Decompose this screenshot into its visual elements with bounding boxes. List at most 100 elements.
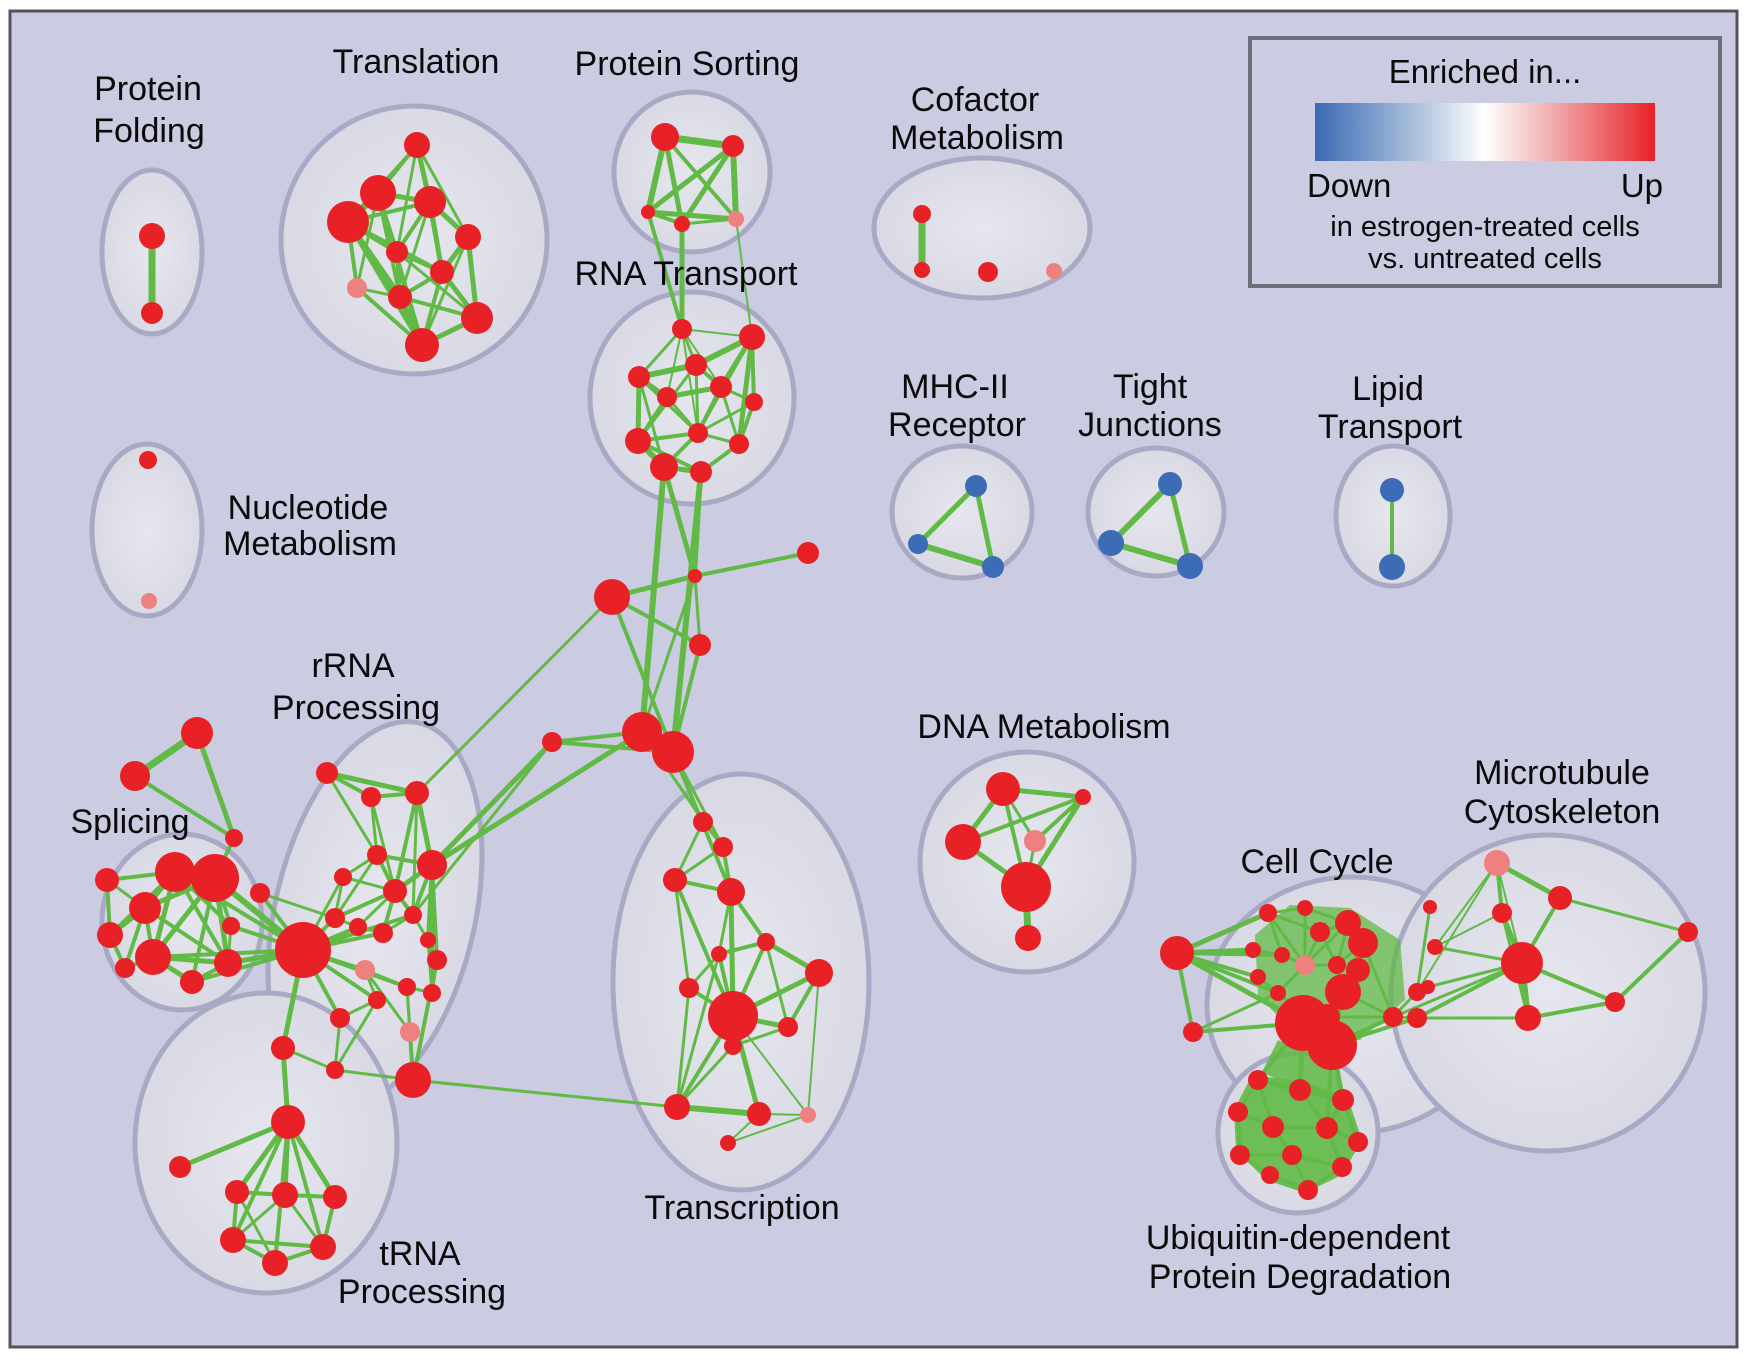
gene-set-node[interactable]: [1605, 992, 1625, 1012]
gene-set-node[interactable]: [361, 787, 381, 807]
gene-set-node[interactable]: [729, 434, 749, 454]
gene-set-node[interactable]: [386, 241, 408, 263]
gene-set-node[interactable]: [708, 991, 758, 1041]
gene-set-node[interactable]: [1289, 1079, 1311, 1101]
gene-set-node[interactable]: [664, 1094, 690, 1120]
gene-set-node[interactable]: [1332, 1157, 1352, 1177]
gene-set-node[interactable]: [1427, 939, 1443, 955]
gene-set-node[interactable]: [1407, 1008, 1427, 1028]
gene-set-node[interactable]: [395, 1062, 431, 1098]
gene-set-node[interactable]: [141, 593, 157, 609]
gene-set-node[interactable]: [913, 205, 931, 223]
gene-set-node[interactable]: [690, 461, 712, 483]
gene-set-node[interactable]: [214, 949, 242, 977]
gene-set-node[interactable]: [1248, 1070, 1268, 1090]
gene-set-node[interactable]: [1160, 936, 1194, 970]
gene-set-node[interactable]: [688, 423, 708, 443]
gene-set-node[interactable]: [800, 1107, 816, 1123]
gene-set-node[interactable]: [1075, 789, 1091, 805]
gene-set-node[interactable]: [271, 1036, 295, 1060]
gene-set-node[interactable]: [1515, 1005, 1541, 1031]
gene-set-node[interactable]: [1230, 1145, 1250, 1165]
gene-set-node[interactable]: [427, 950, 447, 970]
gene-set-node[interactable]: [693, 812, 713, 832]
gene-set-node[interactable]: [724, 1037, 742, 1055]
gene-set-node[interactable]: [711, 946, 727, 962]
gene-set-node[interactable]: [155, 852, 195, 892]
gene-set-node[interactable]: [1228, 1102, 1248, 1122]
gene-set-node[interactable]: [461, 302, 493, 334]
gene-set-node[interactable]: [115, 958, 135, 978]
gene-set-node[interactable]: [663, 868, 687, 892]
gene-set-node[interactable]: [542, 732, 562, 752]
gene-set-node[interactable]: [405, 328, 439, 362]
gene-set-node[interactable]: [139, 223, 165, 249]
gene-set-node[interactable]: [414, 186, 446, 218]
gene-set-node[interactable]: [400, 1022, 420, 1042]
gene-set-node[interactable]: [120, 761, 150, 791]
gene-set-node[interactable]: [679, 978, 699, 998]
gene-set-node[interactable]: [334, 868, 352, 886]
gene-set-node[interactable]: [720, 1135, 736, 1151]
gene-set-node[interactable]: [373, 923, 393, 943]
gene-set-node[interactable]: [430, 260, 454, 284]
gene-set-node[interactable]: [710, 376, 732, 398]
gene-set-node[interactable]: [1262, 1116, 1284, 1138]
gene-set-node[interactable]: [594, 579, 630, 615]
gene-set-node[interactable]: [978, 262, 998, 282]
gene-set-node[interactable]: [272, 1182, 298, 1208]
gene-set-node[interactable]: [181, 717, 213, 749]
gene-set-node[interactable]: [688, 569, 702, 583]
gene-set-node[interactable]: [1270, 985, 1286, 1001]
gene-set-node[interactable]: [1295, 955, 1315, 975]
gene-set-node[interactable]: [1046, 263, 1062, 279]
gene-set-node[interactable]: [745, 393, 763, 411]
gene-set-node[interactable]: [986, 772, 1020, 806]
gene-set-node[interactable]: [330, 1008, 350, 1028]
gene-set-node[interactable]: [191, 854, 239, 902]
gene-set-node[interactable]: [349, 918, 367, 936]
gene-set-node[interactable]: [95, 868, 119, 892]
gene-set-node[interactable]: [222, 917, 240, 935]
gene-set-node[interactable]: [1015, 925, 1041, 951]
gene-set-node[interactable]: [1501, 942, 1543, 984]
gene-set-node[interactable]: [250, 883, 270, 903]
gene-set-node[interactable]: [325, 908, 345, 928]
gene-set-node[interactable]: [652, 731, 694, 773]
gene-set-node[interactable]: [689, 634, 711, 656]
gene-set-node[interactable]: [225, 829, 243, 847]
gene-set-node[interactable]: [1098, 530, 1124, 556]
gene-set-node[interactable]: [388, 285, 412, 309]
gene-set-node[interactable]: [805, 959, 833, 987]
gene-set-node[interactable]: [914, 262, 930, 278]
gene-set-node[interactable]: [1335, 910, 1361, 936]
gene-set-node[interactable]: [310, 1234, 336, 1260]
gene-set-node[interactable]: [625, 428, 651, 454]
gene-set-node[interactable]: [1380, 478, 1404, 502]
gene-set-node[interactable]: [420, 932, 436, 948]
gene-set-node[interactable]: [423, 984, 441, 1002]
gene-set-node[interactable]: [262, 1250, 288, 1276]
gene-set-node[interactable]: [1297, 900, 1313, 916]
gene-set-node[interactable]: [747, 1102, 771, 1126]
gene-set-node[interactable]: [1346, 958, 1370, 982]
gene-set-node[interactable]: [1298, 1180, 1318, 1200]
gene-set-node[interactable]: [1492, 903, 1512, 923]
gene-set-node[interactable]: [728, 211, 744, 227]
gene-set-node[interactable]: [1245, 942, 1261, 958]
gene-set-node[interactable]: [722, 135, 744, 157]
gene-set-node[interactable]: [908, 534, 928, 554]
gene-set-node[interactable]: [1259, 904, 1277, 922]
gene-set-node[interactable]: [347, 278, 367, 298]
gene-set-node[interactable]: [129, 892, 161, 924]
gene-set-node[interactable]: [417, 850, 447, 880]
gene-set-node[interactable]: [405, 781, 429, 805]
gene-set-node[interactable]: [1325, 974, 1361, 1010]
gene-set-node[interactable]: [383, 879, 407, 903]
gene-set-node[interactable]: [778, 1017, 798, 1037]
gene-set-node[interactable]: [1484, 850, 1510, 876]
gene-set-node[interactable]: [1316, 1117, 1338, 1139]
gene-set-node[interactable]: [1678, 922, 1698, 942]
gene-set-node[interactable]: [757, 933, 775, 951]
gene-set-node[interactable]: [323, 1185, 347, 1209]
